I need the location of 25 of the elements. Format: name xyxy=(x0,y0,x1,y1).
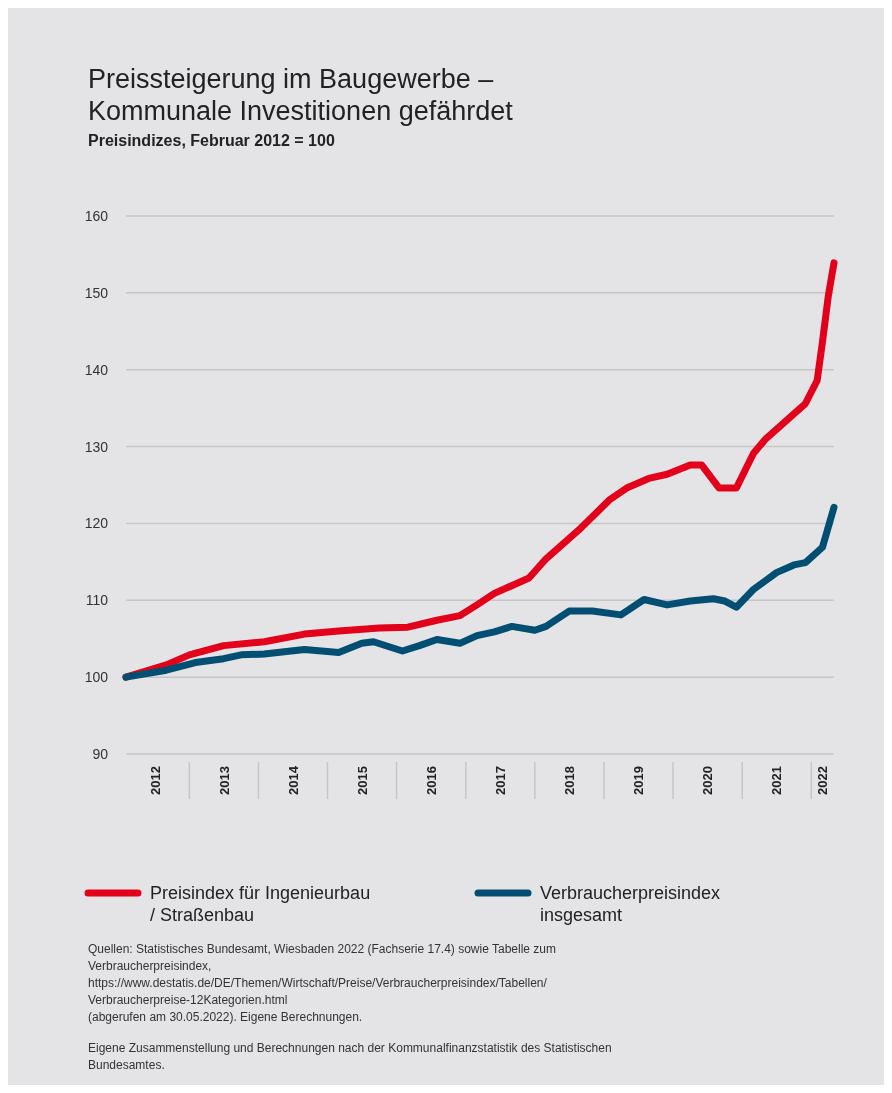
y-tick-label: 140 xyxy=(84,361,109,378)
x-tick-label: 2019 xyxy=(631,766,647,795)
y-tick-label: 100 xyxy=(84,669,109,686)
x-tick-label: 2016 xyxy=(424,766,439,795)
x-tick-label: 2022 xyxy=(815,766,831,795)
y-tick-label: 160 xyxy=(84,208,109,224)
chart-subtitle: Preisindizes, Februar 2012 = 100 xyxy=(88,132,335,149)
x-tick-label: 2020 xyxy=(700,766,716,795)
x-tick-label: 2021 xyxy=(769,766,785,795)
source-note: Quellen: Statistisches Bundesamt, Wiesbaden 2022 (Fachserie 17.4) sowie Tabelle zum Verbraucherpreisindex, https://www.destatis.de/DE/Themen/Wirtschaft/Preise/Verbraucherpreisindex/Tabellen/Verbraucherpreise-12Kategorien.html (abgerufen am 30.05.2022). Eigene Berechnungen. xyxy=(88,942,557,1024)
legend-label: Preisindex für Ingenieurbau / Straßenbau xyxy=(150,883,371,925)
y-tick-label: 150 xyxy=(84,284,109,301)
x-tick-label: 2018 xyxy=(562,766,578,795)
y-tick-label: 110 xyxy=(85,592,109,609)
y-tick-label: 90 xyxy=(92,746,109,762)
x-tick-label: 2015 xyxy=(354,766,370,795)
chart-title: Preissteigerung im Baugewerbe – Kommunale Investitionen gefährdet xyxy=(88,64,514,126)
x-tick-label: 2012 xyxy=(147,766,163,795)
x-tick-label: 2014 xyxy=(285,765,301,795)
legend-label: Verbraucherpreisindex insgesamt xyxy=(540,883,721,925)
y-tick-label: 120 xyxy=(84,515,109,532)
text: Eigene Zusammenstellung und Berechnungen nach der Kommunalfinanzstatistik des Statistischen Bundesamtes. xyxy=(88,1041,612,1072)
y-tick-label: 130 xyxy=(84,438,109,455)
x-tick-label: 2013 xyxy=(216,766,232,795)
x-tick-label: 2017 xyxy=(493,766,509,795)
